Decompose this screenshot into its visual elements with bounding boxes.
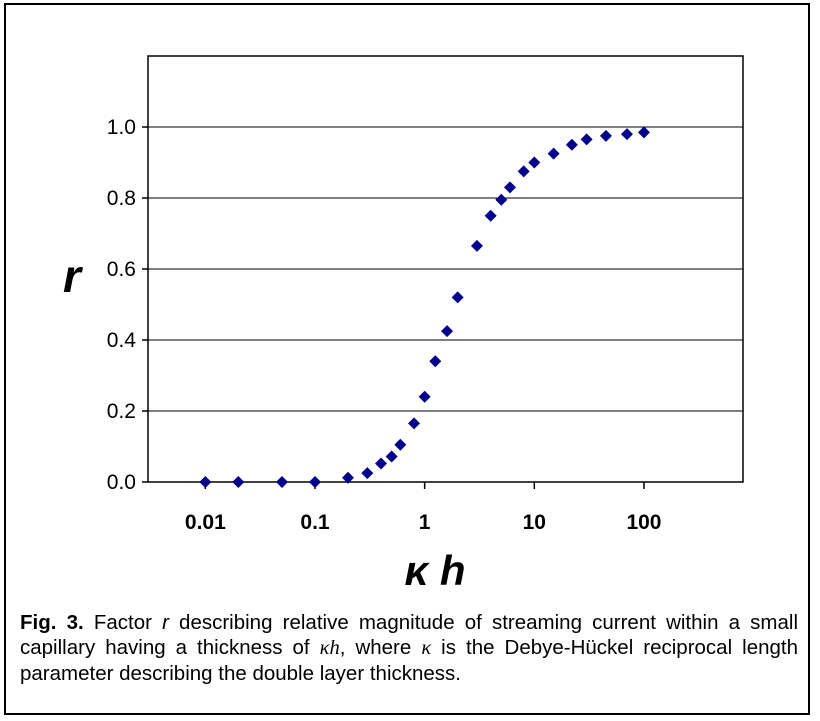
data-points <box>199 126 650 488</box>
y-tick-label: 0.2 <box>107 400 136 423</box>
data-point <box>451 291 464 304</box>
x-axis-title: κ h <box>404 547 465 594</box>
data-point <box>418 390 431 403</box>
x-tick-label: 100 <box>626 511 661 534</box>
x-tick-label: 1 <box>419 511 431 534</box>
y-tick-label: 0.6 <box>107 258 136 281</box>
data-point <box>599 129 612 142</box>
y-tick-label: 0.4 <box>107 329 137 352</box>
y-tick-label: 0.8 <box>107 187 136 210</box>
caption-label: Fig. 3. <box>20 611 84 634</box>
data-point <box>565 138 578 151</box>
x-tick-label: 10 <box>523 511 546 534</box>
y-tick-label: 0.0 <box>107 471 136 494</box>
figure-frame <box>4 3 810 715</box>
data-point <box>408 417 421 430</box>
data-point <box>199 476 212 488</box>
y-axis-title: r <box>63 250 83 302</box>
figure-caption: Fig. 3. Factor r describing relative mag… <box>20 610 798 686</box>
scatter-chart: 0.0 0.2 0.4 0.6 0.8 1.0 0.01 0.1 1 10 100 r κ h <box>63 55 744 594</box>
data-point <box>342 471 355 484</box>
x-axis-ticks: 0.01 0.1 1 10 100 <box>185 482 661 534</box>
data-point <box>503 181 516 194</box>
x-tick-label: 0.01 <box>185 511 226 534</box>
caption-r: r <box>162 611 169 634</box>
data-point <box>385 450 398 463</box>
x-tick-label: 0.1 <box>300 511 330 534</box>
data-point <box>637 126 650 139</box>
caption-text-3: , where <box>339 636 422 659</box>
caption-text-1: Factor <box>83 611 163 634</box>
data-point <box>308 476 321 488</box>
data-point <box>361 467 374 480</box>
data-point <box>429 355 442 368</box>
grid-lines <box>148 126 743 412</box>
data-point <box>441 325 454 338</box>
y-axis-ticks: 0.0 0.2 0.4 0.6 0.8 1.0 <box>107 116 148 494</box>
y-tick-label: 1.0 <box>107 116 136 139</box>
caption-text-4: is the Debye-Hückel reciprocal length pa… <box>20 636 799 685</box>
caption-kappa: κ <box>421 637 432 659</box>
data-point <box>232 476 245 488</box>
data-point <box>580 133 593 146</box>
data-point <box>547 147 560 160</box>
data-point <box>495 193 508 206</box>
data-point <box>394 438 407 451</box>
caption-text-2: describing relative magnitude of streami… <box>20 611 799 659</box>
data-point <box>484 209 497 222</box>
data-point <box>470 239 483 252</box>
caption-kh: κh <box>319 637 340 659</box>
data-point <box>275 476 288 488</box>
data-point <box>375 457 388 470</box>
data-point <box>517 165 530 178</box>
data-point <box>528 156 541 169</box>
data-point <box>620 128 633 141</box>
